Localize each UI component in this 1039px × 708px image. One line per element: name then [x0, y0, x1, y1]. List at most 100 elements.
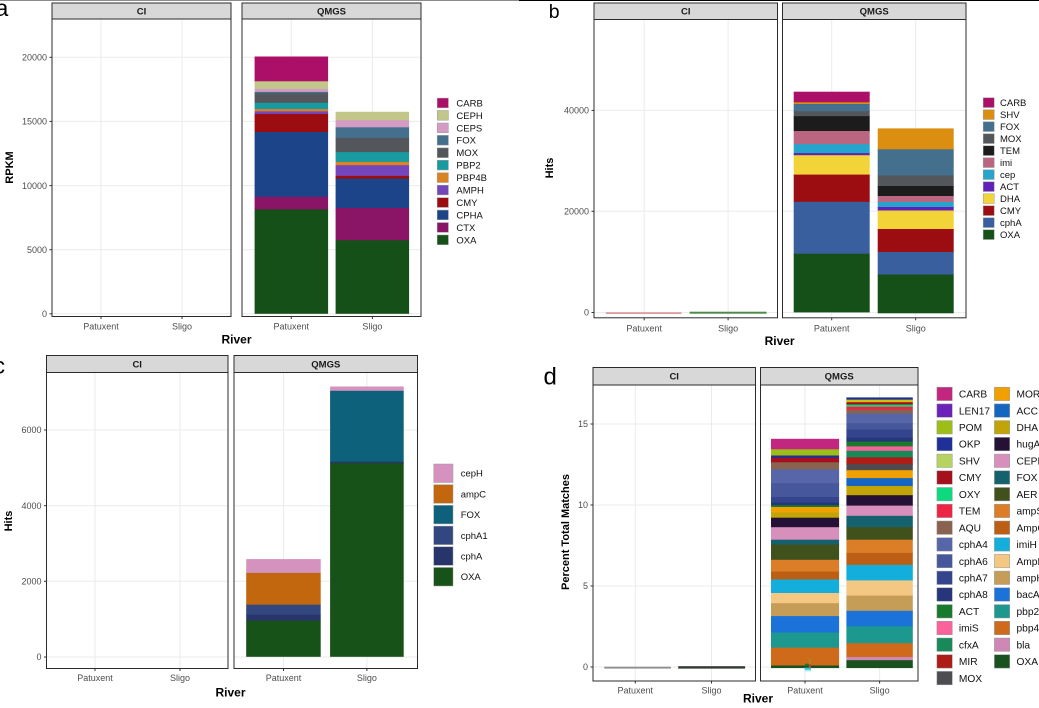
svg-text:cfxA: cfxA: [959, 640, 979, 651]
svg-text:2000: 2000: [21, 577, 41, 587]
svg-text:CI: CI: [137, 6, 147, 17]
svg-text:AMPH: AMPH: [456, 186, 484, 197]
svg-text:AER: AER: [1017, 490, 1038, 501]
svg-text:4000: 4000: [21, 501, 41, 511]
svg-text:River: River: [743, 692, 773, 706]
svg-text:Patuxent: Patuxent: [626, 324, 662, 334]
svg-text:pbp4: pbp4: [1017, 624, 1039, 635]
svg-text:Percent Total Matches: Percent Total Matches: [560, 474, 572, 590]
svg-text:TEM: TEM: [1000, 146, 1020, 157]
svg-text:River: River: [221, 333, 251, 347]
svg-text:POM: POM: [959, 423, 982, 434]
svg-text:5000: 5000: [27, 245, 47, 255]
svg-text:CARB: CARB: [456, 98, 482, 109]
svg-text:Patuxent: Patuxent: [266, 673, 302, 683]
svg-text:AmpC: AmpC: [1017, 523, 1039, 534]
svg-text:CPHA: CPHA: [456, 210, 483, 221]
svg-text:Sligo: Sligo: [718, 324, 738, 334]
svg-text:CEPH: CEPH: [456, 111, 483, 122]
svg-text:PBP4B: PBP4B: [456, 173, 487, 184]
svg-text:DHA: DHA: [1000, 194, 1021, 205]
svg-text:QMGS: QMGS: [860, 7, 889, 18]
svg-text:MOX: MOX: [456, 148, 478, 159]
svg-text:6000: 6000: [21, 425, 41, 435]
svg-text:cep: cep: [1000, 170, 1015, 181]
svg-text:MOR: MOR: [1017, 390, 1039, 401]
svg-text:CTX: CTX: [456, 223, 476, 234]
svg-text:River: River: [765, 334, 795, 348]
svg-text:imiS: imiS: [959, 624, 979, 635]
svg-text:AQU: AQU: [959, 523, 981, 534]
svg-text:5: 5: [583, 581, 588, 591]
svg-text:Sligo: Sligo: [172, 322, 192, 332]
svg-text:MOX: MOX: [959, 674, 982, 685]
svg-text:SHV: SHV: [959, 457, 980, 468]
svg-text:Hits: Hits: [544, 158, 556, 179]
svg-text:PBP2: PBP2: [456, 161, 480, 172]
svg-text:Hits: Hits: [3, 511, 15, 532]
svg-text:Sligo: Sligo: [701, 686, 721, 696]
svg-text:ACT: ACT: [959, 607, 979, 618]
svg-text:River: River: [215, 686, 245, 700]
svg-text:FOX: FOX: [461, 510, 481, 521]
svg-text:Patuxent: Patuxent: [618, 686, 654, 696]
svg-text:bacA: bacA: [1017, 590, 1039, 601]
svg-text:ACC: ACC: [1017, 406, 1039, 417]
svg-text:0: 0: [42, 309, 47, 319]
svg-text:cphA8: cphA8: [959, 590, 988, 601]
svg-text:CARB: CARB: [1000, 98, 1026, 109]
svg-text:FOX: FOX: [1017, 473, 1038, 484]
svg-text:QMGS: QMGS: [825, 372, 854, 383]
svg-text:SHV: SHV: [1000, 110, 1020, 121]
svg-text:OXA: OXA: [461, 572, 482, 583]
svg-text:0: 0: [584, 308, 589, 318]
svg-text:ACT: ACT: [1000, 182, 1019, 193]
svg-text:OXY: OXY: [959, 490, 981, 501]
svg-text:cphA7: cphA7: [959, 574, 988, 585]
svg-text:0: 0: [36, 652, 41, 662]
svg-text:cphA4: cphA4: [959, 540, 988, 551]
svg-text:Patuxent: Patuxent: [787, 686, 823, 696]
svg-text:Sligo: Sligo: [357, 673, 377, 683]
svg-text:pbp2: pbp2: [1017, 607, 1039, 618]
svg-text:RPKM: RPKM: [4, 151, 16, 183]
svg-text:MOX: MOX: [1000, 134, 1022, 145]
svg-text:cphA1: cphA1: [461, 531, 488, 542]
svg-text:imi: imi: [1000, 158, 1012, 169]
svg-text:CMY: CMY: [456, 198, 478, 209]
svg-text:hugA: hugA: [1017, 440, 1039, 451]
svg-text:AmpH: AmpH: [1017, 557, 1039, 568]
svg-text:d: d: [544, 364, 557, 391]
svg-text:15000: 15000: [22, 117, 47, 127]
svg-text:OXA: OXA: [456, 235, 477, 246]
svg-text:TEM: TEM: [959, 507, 981, 518]
svg-text:bla: bla: [1017, 640, 1031, 651]
svg-text:cphA6: cphA6: [959, 557, 988, 568]
svg-text:CEPH: CEPH: [1017, 457, 1039, 468]
svg-text:cepH: cepH: [461, 469, 483, 480]
svg-text:imiH: imiH: [1017, 540, 1037, 551]
svg-text:CMY: CMY: [1000, 206, 1022, 217]
svg-text:QMGS: QMGS: [317, 6, 346, 17]
svg-text:c: c: [0, 353, 5, 379]
svg-text:OKP: OKP: [959, 440, 981, 451]
svg-text:MIR: MIR: [959, 657, 978, 668]
svg-text:a: a: [0, 0, 9, 21]
svg-text:Sligo: Sligo: [362, 322, 382, 332]
svg-text:10000: 10000: [22, 181, 47, 191]
svg-text:QMGS: QMGS: [311, 359, 340, 370]
svg-text:CMY: CMY: [959, 473, 982, 484]
svg-text:cphA: cphA: [1000, 218, 1022, 229]
svg-text:Patuxent: Patuxent: [83, 322, 119, 332]
svg-text:Patuxent: Patuxent: [274, 322, 310, 332]
svg-text:15: 15: [578, 419, 588, 429]
svg-text:ampH: ampH: [1017, 574, 1039, 585]
svg-text:CARB: CARB: [959, 390, 988, 401]
svg-text:FOX: FOX: [456, 136, 476, 147]
svg-text:LEN17: LEN17: [959, 406, 990, 417]
svg-text:CEPS: CEPS: [456, 123, 482, 134]
svg-text:CI: CI: [132, 359, 142, 370]
svg-text:cphA: cphA: [461, 552, 483, 563]
svg-text:b: b: [549, 1, 560, 23]
svg-text:ampS: ampS: [1017, 507, 1039, 518]
